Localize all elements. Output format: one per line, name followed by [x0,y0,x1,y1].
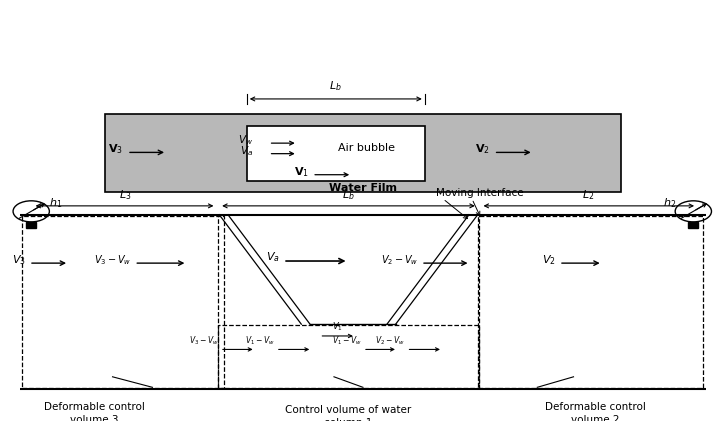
Text: $V_a$: $V_a$ [266,250,280,264]
Bar [22,216,224,388]
Bar [26,222,36,228]
Bar [105,114,621,192]
Bar [688,222,698,228]
Text: $V_a$: $V_a$ [240,144,253,157]
Text: $\mathbf{V}_2$: $\mathbf{V}_2$ [476,142,490,156]
Text: $L_b$: $L_b$ [342,188,355,202]
Text: $h_2$: $h_2$ [664,196,677,210]
Text: Control volume of water
column 1: Control volume of water column 1 [285,405,412,421]
Text: $V_3$: $V_3$ [12,253,25,266]
Text: $L_b$: $L_b$ [330,79,342,93]
Bar [218,325,479,388]
Text: $V_2-V_w$: $V_2-V_w$ [380,253,418,266]
Text: $V_3-V_w$: $V_3-V_w$ [189,334,219,347]
Bar [478,216,703,388]
Text: Moving Interface: Moving Interface [436,188,523,198]
Text: Water Film: Water Film [329,183,397,193]
Text: $\mathbf{V}_1$: $\mathbf{V}_1$ [293,165,309,179]
Text: $V_2-V_w$: $V_2-V_w$ [375,334,405,347]
Text: Deformable control
volume 2: Deformable control volume 2 [545,402,645,421]
Text: $V_w$: $V_w$ [237,133,253,147]
Text: $V_1-V_w$: $V_1-V_w$ [332,334,362,347]
Text: $V_1-V_w$: $V_1-V_w$ [245,334,274,347]
Text: $V_2$: $V_2$ [542,253,555,266]
Text: $L_3$: $L_3$ [118,188,131,202]
Text: $h_1$: $h_1$ [49,196,62,210]
Bar [247,126,425,181]
Text: $\mathbf{V}_3$: $\mathbf{V}_3$ [108,142,123,156]
Text: Air bubble: Air bubble [338,143,395,153]
Text: $V_1$: $V_1$ [333,320,343,333]
Text: $V_3-V_w$: $V_3-V_w$ [94,253,131,266]
Text: $L_2$: $L_2$ [582,188,594,202]
Text: Deformable control
volume 3: Deformable control volume 3 [44,402,144,421]
